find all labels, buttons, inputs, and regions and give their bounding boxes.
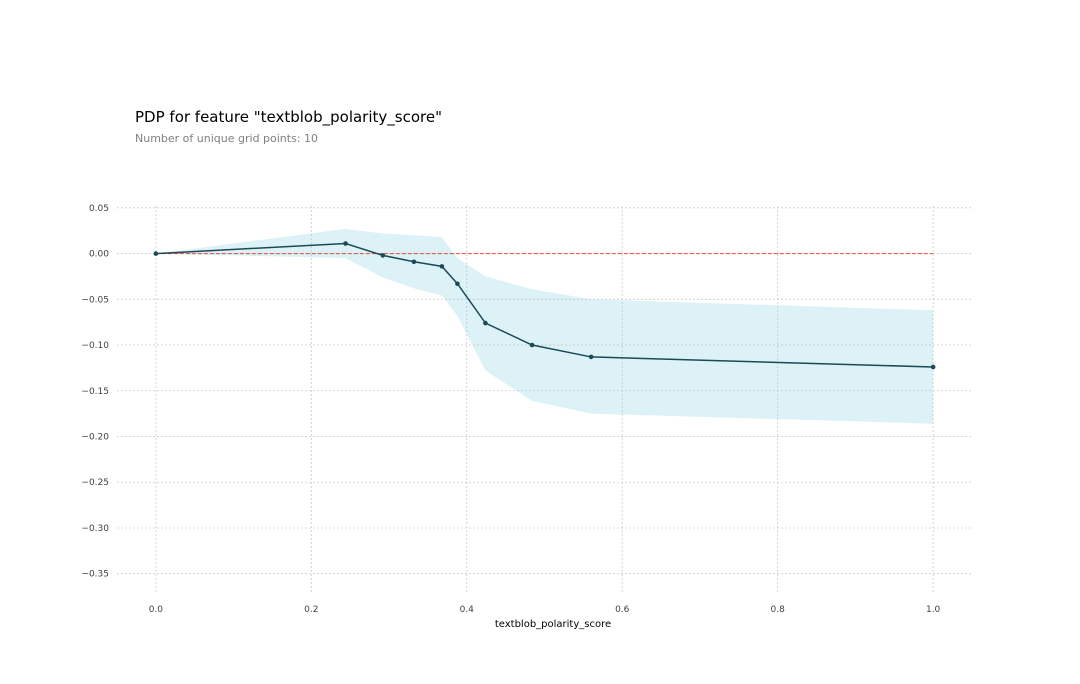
y-tick-label: 0.00 <box>89 250 109 260</box>
pdp-point <box>455 281 460 287</box>
x-tick-label: 0.4 <box>460 605 475 615</box>
y-tick-label: −0.30 <box>81 524 109 534</box>
y-tick-label: −0.05 <box>81 295 109 305</box>
pdp-point <box>529 342 535 348</box>
pdp-point <box>343 241 348 246</box>
tick-label-layer: 0.05 0.00 −0.05 −0.10 −0.15 −0.20 −0.25 −0.30 −0… <box>81 204 940 615</box>
pdp-point <box>153 251 159 256</box>
x-tick-label: 0.2 <box>304 605 318 615</box>
series-line-layer <box>153 241 936 370</box>
pdp-point <box>588 354 594 360</box>
pdp-point <box>380 253 386 258</box>
x-axis-label: textblob_polarity_score <box>495 619 611 630</box>
pdp-point <box>411 259 417 265</box>
title-block: PDP for feature "textblob_polarity_score… <box>135 108 442 145</box>
y-tick-label: −0.35 <box>81 570 109 580</box>
y-tick-label: −0.20 <box>81 433 109 443</box>
confidence-band-layer <box>155 228 934 424</box>
y-tick-label: −0.25 <box>81 478 109 488</box>
pdp-point <box>483 320 488 326</box>
y-tick-label: −0.15 <box>81 387 109 397</box>
x-tick-label: 1.0 <box>926 605 941 615</box>
y-tick-label: 0.05 <box>89 204 109 214</box>
chart-subtitle: Number of unique grid points: 10 <box>135 132 319 145</box>
chart-title: PDP for feature "textblob_polarity_score… <box>135 108 442 126</box>
y-tick-label: −0.10 <box>81 341 109 351</box>
x-tick-label: 0.6 <box>615 605 630 615</box>
confidence-band <box>155 228 934 424</box>
pdp-line <box>155 242 934 368</box>
x-tick-label: 0.8 <box>771 605 786 615</box>
pdp-point <box>930 364 936 370</box>
pdp-point <box>439 264 445 269</box>
x-tick-label: 0.0 <box>149 605 164 615</box>
